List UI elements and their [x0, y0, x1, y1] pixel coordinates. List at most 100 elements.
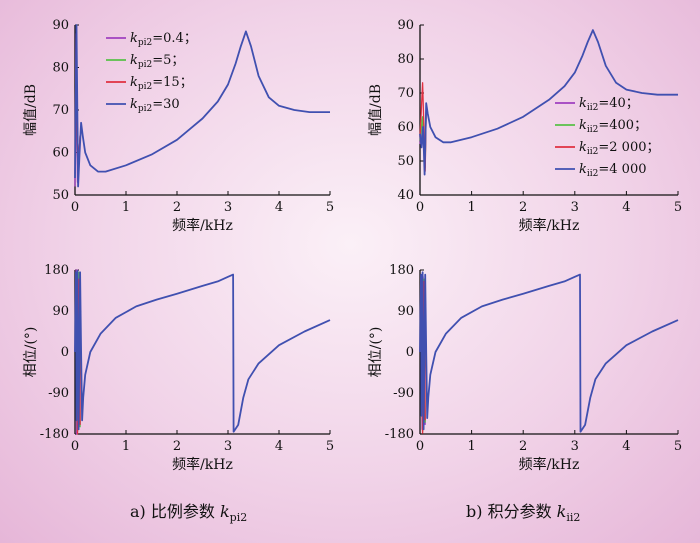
b-mag-y-axis-label: 幅值/dB: [368, 84, 384, 136]
b-phase-series-line-4: [419, 271, 679, 433]
a-mag-y-tick-label: 60: [52, 146, 69, 161]
b-mag-legend-label-4: kii2=4 000: [579, 162, 646, 179]
b-mag-x-tick-label: 5: [674, 200, 682, 215]
a-phase-x-tick-label: 4: [275, 439, 283, 454]
b-phase-y-tick-label: 180: [389, 263, 414, 278]
legend-symbol: k: [130, 31, 138, 46]
b-mag-legend-label-1: kii2=40；: [579, 96, 639, 113]
a-phase-y-tick-label: 180: [44, 263, 69, 278]
a-mag-x-tick-label: 2: [173, 200, 181, 215]
caption-b: b) 积分参数 kii2: [466, 502, 580, 524]
b-phase-x-tick-label: 5: [674, 439, 682, 454]
b-phase-x-tick-label: 4: [622, 439, 630, 454]
legend-value: =2 000；: [598, 140, 659, 155]
a-phase-x-tick-label: 3: [224, 439, 232, 454]
b-phase-y-tick-label: -180: [385, 427, 414, 442]
b-mag-x-tick-label: 0: [416, 200, 424, 215]
a-phase-x-tick-label: 0: [71, 439, 79, 454]
b-mag-x-tick-label: 4: [622, 200, 630, 215]
caption-a-symbol: k: [220, 502, 230, 521]
a-phase-y-tick-label: -90: [48, 386, 69, 401]
b-mag-y-tick-label: 90: [397, 18, 414, 33]
a-mag-x-tick-label: 0: [71, 200, 79, 215]
legend-subscript: pi2: [138, 104, 152, 114]
a-mag-legend-label-4: kpi2=30: [130, 97, 180, 114]
b-mag-legend: kii2=40；kii2=400；kii2=2 000；kii2=4 000: [555, 96, 659, 179]
b-phase-y-tick-label: 0: [406, 345, 414, 360]
b-mag-x-tick-label: 2: [519, 200, 527, 215]
legend-subscript: ii2: [587, 147, 598, 157]
legend-symbol: k: [579, 96, 587, 111]
a-mag-y-tick-label: 50: [52, 188, 69, 203]
a-mag-y-tick-label: 90: [52, 18, 69, 33]
b-phase-chart: 0 1 2 3 4 5 -180 -90 0 90 180 频率/kHz 相位/(°): [368, 263, 682, 473]
a-mag-series-line-4: [74, 24, 330, 188]
b-mag-y-tick-label: 60: [397, 120, 414, 135]
legend-value: =400；: [598, 118, 647, 133]
b-mag-legend-label-2: kii2=400；: [579, 118, 647, 135]
legend-symbol: k: [130, 97, 138, 112]
a-mag-x-tick-label: 5: [326, 200, 334, 215]
b-phase-x-tick-label: 2: [519, 439, 527, 454]
caption-b-sub: ii2: [566, 511, 580, 524]
legend-value: =30: [152, 97, 179, 112]
a-mag-legend: kpi2=0.4；kpi2=5；kpi2=15；kpi2=30: [106, 31, 197, 114]
a-phase-y-tick-label: 90: [52, 304, 69, 319]
a-mag-chart: 0 1 2 3 4 55060708090频率/kHz幅值/dBkpi2=0.4；kpi2…: [23, 18, 334, 234]
b-mag-y-tick-label: 80: [397, 52, 414, 67]
legend-value: =4 000: [598, 162, 646, 177]
b-mag-x-tick-label: 1: [467, 200, 475, 215]
legend-subscript: pi2: [138, 60, 152, 70]
a-mag-y-axis-label: 幅值/dB: [23, 84, 39, 136]
a-phase-series-line-4: [74, 269, 331, 433]
b-phase-x-axis-label: 频率/kHz: [519, 456, 580, 473]
a-phase-y-axis-label: 相位/(°): [23, 327, 39, 378]
legend-subscript: ii2: [587, 169, 598, 179]
a-mag-legend-label-1: kpi2=0.4；: [130, 31, 197, 48]
b-mag-y-tick-label: 40: [397, 188, 414, 203]
a-phase-x-axis-label: 频率/kHz: [172, 456, 233, 473]
a-mag-y-tick-label: 80: [52, 61, 69, 76]
a-mag-x-axis-label: 频率/kHz: [172, 217, 233, 234]
caption-b-symbol: k: [557, 502, 567, 521]
legend-symbol: k: [579, 140, 587, 155]
legend-value: =5；: [152, 53, 184, 68]
b-phase-y-tick-label: -90: [393, 386, 414, 401]
a-mag-legend-label-2: kpi2=5；: [130, 53, 184, 70]
legend-subscript: ii2: [587, 103, 598, 113]
caption-a-sub: pi2: [230, 511, 248, 524]
legend-subscript: pi2: [138, 38, 152, 48]
legend-symbol: k: [130, 53, 138, 68]
b-mag-y-tick-label: 70: [397, 86, 414, 101]
a-mag-x-tick-label: 1: [122, 200, 130, 215]
b-phase-x-tick-label: 0: [416, 439, 424, 454]
legend-subscript: pi2: [138, 82, 152, 92]
caption-a-prefix: a) 比例参数: [130, 502, 220, 521]
a-mag-x-tick-label: 4: [275, 200, 283, 215]
caption-b-prefix: b) 积分参数: [466, 502, 557, 521]
b-phase-x-tick-label: 1: [467, 439, 475, 454]
b-phase-x-tick-label: 3: [571, 439, 579, 454]
legend-subscript: ii2: [587, 125, 598, 135]
b-mag-y-tick-label: 50: [397, 154, 414, 169]
legend-value: =40；: [598, 96, 638, 111]
legend-symbol: k: [130, 75, 138, 90]
a-mag-legend-label-3: kpi2=15；: [130, 75, 193, 92]
legend-value: =0.4；: [152, 31, 197, 46]
legend-symbol: k: [579, 162, 587, 177]
caption-a: a) 比例参数 kpi2: [130, 502, 247, 524]
a-phase-chart: 0 1 2 3 4 5 -180 -90 0 90 180 频率/kHz 相位/(°): [23, 263, 334, 473]
a-phase-y-tick-label: 0: [61, 345, 69, 360]
b-mag-legend-label-3: kii2=2 000；: [579, 140, 659, 157]
b-mag-x-tick-label: 3: [571, 200, 579, 215]
a-phase-x-tick-label: 1: [122, 439, 130, 454]
a-phase-y-tick-label: -180: [40, 427, 69, 442]
charts-group: 0 1 2 3 4 55060708090频率/kHz幅值/dBkpi2=0.4；kpi2…: [23, 18, 682, 473]
b-phase-y-tick-label: 90: [397, 304, 414, 319]
b-mag-series-line-4: [419, 29, 678, 176]
b-phase-y-axis-label: 相位/(°): [368, 327, 384, 378]
legend-symbol: k: [579, 118, 587, 133]
a-phase-x-tick-label: 5: [326, 439, 334, 454]
